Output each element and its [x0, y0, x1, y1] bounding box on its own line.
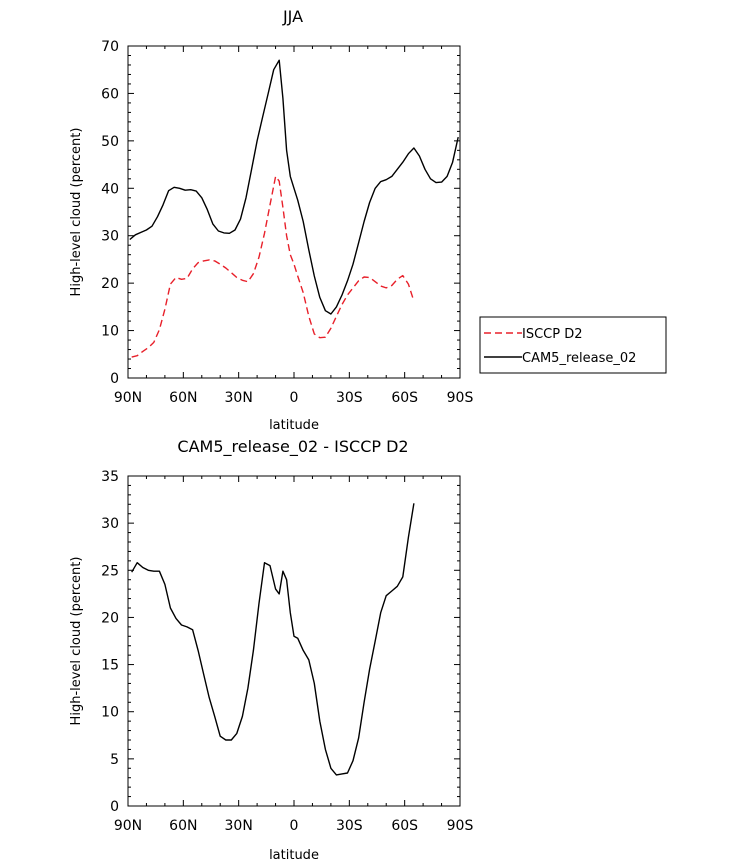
- x-axis-label: latitude: [269, 418, 319, 433]
- y-tick-label: 70: [101, 39, 119, 55]
- y-axis-label: High-level cloud (percent): [69, 557, 84, 726]
- series-line-difference: [131, 503, 415, 776]
- series-line-cam5-release-02: [129, 59, 459, 315]
- y-tick-label: 60: [101, 86, 119, 102]
- y-tick-label: 20: [101, 276, 119, 292]
- y-tick-label: 10: [101, 324, 119, 340]
- plot-frame-0: [127, 45, 461, 379]
- x-tick-label: 30N: [225, 818, 253, 834]
- y-tick-label: 25: [101, 563, 119, 579]
- x-tick-label: 60N: [169, 818, 197, 834]
- y-tick-label: 30: [101, 229, 119, 245]
- y-tick-label: 35: [101, 469, 119, 485]
- x-tick-label: 60S: [391, 390, 418, 406]
- x-tick-label: 0: [290, 390, 299, 406]
- x-tick-label: 90N: [114, 390, 142, 406]
- x-tick-label: 60N: [169, 390, 197, 406]
- x-axis-label: latitude: [269, 848, 319, 863]
- y-tick-label: 0: [110, 371, 119, 387]
- y-tick-label: 40: [101, 181, 119, 197]
- legend-label: CAM5_release_02: [522, 351, 636, 366]
- x-tick-label: 60S: [391, 818, 418, 834]
- x-tick-label: 90N: [114, 818, 142, 834]
- y-tick-label: 50: [101, 134, 119, 150]
- y-axis-label: High-level cloud (percent): [69, 128, 84, 297]
- x-tick-label: 0: [290, 818, 299, 834]
- series-line-isccp-d2: [131, 175, 415, 358]
- y-tick-label: 0: [110, 799, 119, 815]
- x-tick-label: 30N: [225, 390, 253, 406]
- y-tick-label: 30: [101, 516, 119, 532]
- y-tick-label: 10: [101, 705, 119, 721]
- y-tick-label: 15: [101, 658, 119, 674]
- y-tick-label: 5: [110, 752, 119, 768]
- chart-title: JJA: [282, 7, 303, 26]
- y-tick-label: 20: [101, 610, 119, 626]
- chart-title: CAM5_release_02 - ISCCP D2: [177, 437, 408, 457]
- x-tick-label: 30S: [336, 390, 363, 406]
- x-tick-label: 90S: [447, 390, 474, 406]
- x-tick-label: 90S: [447, 818, 474, 834]
- legend-label: ISCCP D2: [522, 327, 583, 342]
- legend-box: [479, 316, 667, 374]
- x-tick-label: 30S: [336, 818, 363, 834]
